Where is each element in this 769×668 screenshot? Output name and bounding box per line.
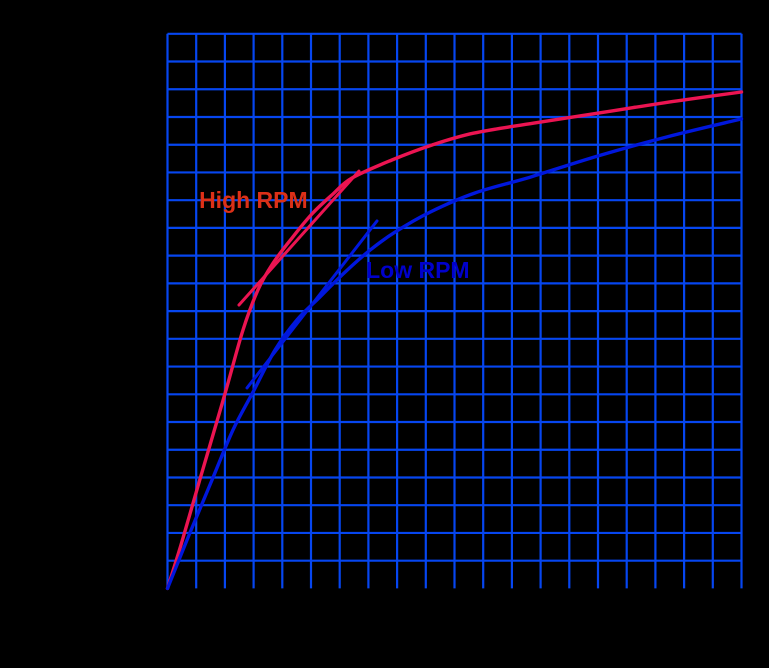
low-rpm-tangent-line: [245, 219, 379, 390]
high-rpm-tangent-line: [237, 169, 361, 307]
low-rpm-label: Low RPM: [366, 257, 470, 283]
high-rpm-curve: [165, 90, 744, 591]
low-rpm-curve: [165, 117, 744, 591]
high-rpm-label: High RPM: [199, 187, 308, 213]
grid-lines: [166, 32, 743, 589]
